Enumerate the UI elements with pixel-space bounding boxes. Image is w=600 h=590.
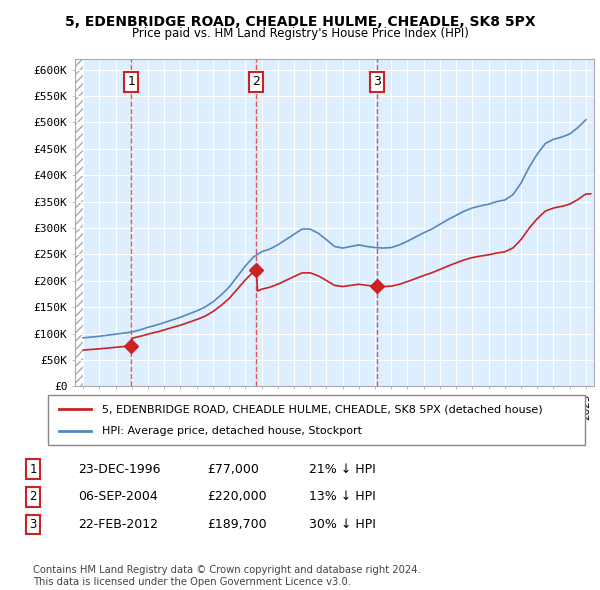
Text: £220,000: £220,000 xyxy=(207,490,266,503)
Text: 30% ↓ HPI: 30% ↓ HPI xyxy=(309,518,376,531)
Text: 3: 3 xyxy=(373,76,381,88)
Text: 2: 2 xyxy=(253,76,260,88)
Text: 21% ↓ HPI: 21% ↓ HPI xyxy=(309,463,376,476)
Text: 3: 3 xyxy=(29,518,37,531)
Text: 2: 2 xyxy=(29,490,37,503)
Text: 22-FEB-2012: 22-FEB-2012 xyxy=(78,518,158,531)
Text: 13% ↓ HPI: 13% ↓ HPI xyxy=(309,490,376,503)
Bar xyxy=(75,59,83,386)
Text: Contains HM Land Registry data © Crown copyright and database right 2024.
This d: Contains HM Land Registry data © Crown c… xyxy=(33,565,421,587)
Text: 23-DEC-1996: 23-DEC-1996 xyxy=(78,463,161,476)
Text: Price paid vs. HM Land Registry's House Price Index (HPI): Price paid vs. HM Land Registry's House … xyxy=(131,27,469,40)
Text: 5, EDENBRIDGE ROAD, CHEADLE HULME, CHEADLE, SK8 5PX (detached house): 5, EDENBRIDGE ROAD, CHEADLE HULME, CHEAD… xyxy=(102,404,542,414)
Text: 1: 1 xyxy=(127,76,135,88)
Text: 06-SEP-2004: 06-SEP-2004 xyxy=(78,490,158,503)
Text: 1: 1 xyxy=(29,463,37,476)
Text: £77,000: £77,000 xyxy=(207,463,259,476)
Text: HPI: Average price, detached house, Stockport: HPI: Average price, detached house, Stoc… xyxy=(102,427,362,437)
Text: 5, EDENBRIDGE ROAD, CHEADLE HULME, CHEADLE, SK8 5PX: 5, EDENBRIDGE ROAD, CHEADLE HULME, CHEAD… xyxy=(65,15,535,29)
FancyBboxPatch shape xyxy=(48,395,585,445)
Text: £189,700: £189,700 xyxy=(207,518,266,531)
